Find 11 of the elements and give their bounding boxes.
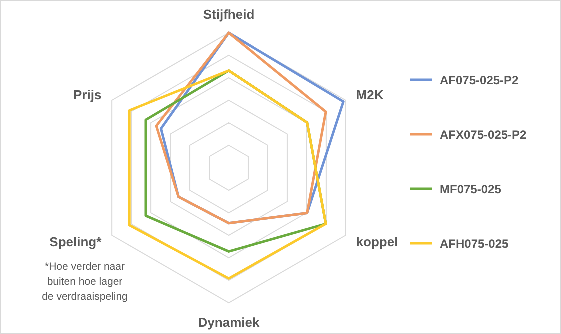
legend-label: MF075-025 — [440, 182, 502, 196]
spoke-label: koppel — [356, 234, 398, 250]
text: *Hoe verder naar buiten hoe lager de verdraaispeling — [42, 261, 128, 303]
spoke-label: Speling* — [50, 234, 103, 250]
legend-label: AFH075-025 — [440, 237, 510, 251]
spoke-label: Prijs — [74, 88, 102, 102]
spoke-label: M2K — [356, 88, 384, 102]
legend-label: AFX075-025-P2 — [440, 128, 528, 142]
spoke-label: Stijfheid — [203, 7, 255, 22]
spoke-label: Dynamiek — [198, 315, 260, 330]
legend-label: AF075-025-P2 — [440, 74, 520, 88]
